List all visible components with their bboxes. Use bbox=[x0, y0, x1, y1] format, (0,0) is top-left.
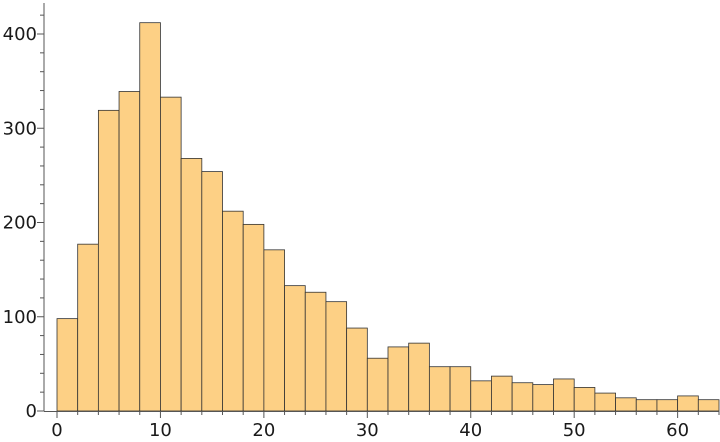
histogram-bar bbox=[346, 327, 368, 412]
histogram-bar bbox=[139, 22, 161, 412]
ticks-group bbox=[37, 14, 720, 418]
x-tick-label: 10 bbox=[149, 420, 172, 441]
histogram-bar bbox=[594, 392, 616, 412]
histogram-bar bbox=[532, 384, 554, 412]
x-tick-label: 40 bbox=[459, 420, 482, 441]
histogram-bar bbox=[97, 109, 120, 412]
histogram-bar bbox=[491, 375, 513, 412]
histogram-bar bbox=[635, 399, 658, 412]
histogram-bar bbox=[304, 291, 327, 412]
histogram-bar bbox=[160, 96, 182, 412]
histogram-bar bbox=[284, 285, 306, 412]
histogram-bar bbox=[553, 378, 575, 412]
histogram-bar bbox=[242, 223, 265, 412]
histogram-bar bbox=[366, 357, 389, 412]
histogram-bar bbox=[615, 397, 637, 412]
y-tick-label: 300 bbox=[3, 118, 37, 139]
histogram-bar bbox=[77, 243, 99, 412]
histogram-bar bbox=[222, 210, 244, 412]
histogram-bar bbox=[118, 91, 141, 412]
x-tick-label: 50 bbox=[563, 420, 586, 441]
x-tick-label: 20 bbox=[252, 420, 275, 441]
axes-group bbox=[43, 3, 719, 412]
histogram-bar bbox=[656, 399, 679, 412]
x-tick-label: 0 bbox=[51, 420, 62, 441]
histogram-bar bbox=[470, 380, 492, 412]
histogram-bar bbox=[180, 158, 203, 412]
x-tick-label: 60 bbox=[666, 420, 689, 441]
histogram-bar bbox=[677, 395, 699, 412]
histogram-bar bbox=[201, 171, 223, 412]
histogram-bar bbox=[449, 366, 472, 412]
y-tick-label: 200 bbox=[3, 213, 37, 234]
histogram-bar bbox=[511, 382, 534, 412]
histogram-bar bbox=[387, 346, 410, 412]
x-tick-label: 30 bbox=[356, 420, 379, 441]
histogram-bar bbox=[573, 387, 596, 412]
y-tick-label: 100 bbox=[3, 307, 37, 328]
tick-labels-group: 0 10 20 30 40 50 60 0 100 200 300 400 bbox=[3, 24, 689, 441]
y-tick-label: 400 bbox=[3, 24, 37, 45]
histogram-bar bbox=[428, 366, 451, 412]
histogram-bar bbox=[697, 399, 720, 412]
histogram-bar bbox=[56, 318, 79, 412]
histogram-bar bbox=[325, 301, 348, 412]
y-tick-label: 0 bbox=[26, 401, 37, 422]
bars-group bbox=[56, 22, 720, 412]
histogram-bar bbox=[408, 342, 430, 412]
histogram-bar bbox=[263, 249, 285, 412]
